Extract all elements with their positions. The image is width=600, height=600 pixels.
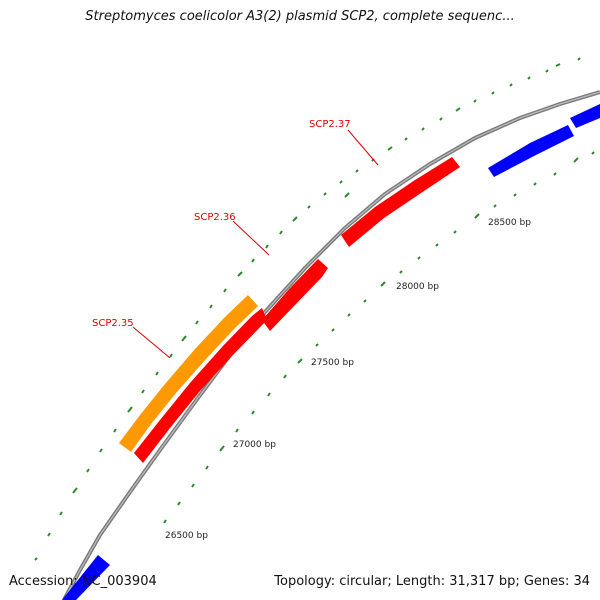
gene-scp2-37[interactable]: [341, 157, 460, 247]
tick-label-27000: 27000 bp: [233, 440, 276, 450]
backbone: [62, 90, 600, 600]
gene-label-scp2-35[interactable]: SCP2.35: [92, 318, 134, 329]
tick-label-28500: 28500 bp: [488, 218, 531, 228]
map-title: Streptomyces coelicolor A3(2) plasmid SC…: [85, 9, 515, 24]
gene-scp2-35[interactable]: [119, 295, 258, 452]
tick-label-28000: 28000 bp: [396, 282, 439, 292]
leader-line-scp2-35: [132, 326, 171, 359]
label-scp2-37-group: SCP2.37: [309, 119, 379, 166]
gene-red-inner-1[interactable]: [134, 308, 267, 463]
gene-label-scp2-37[interactable]: SCP2.37: [309, 119, 351, 130]
label-scp2-35-group: SCP2.35: [92, 318, 171, 359]
tick-label-27500: 27500 bp: [311, 358, 354, 368]
gene-scp2-36[interactable]: [262, 259, 328, 331]
outer-tick-ring: [34, 57, 581, 561]
leader-line-scp2-36: [232, 220, 270, 256]
inner-tick-ring: [163, 151, 595, 524]
tick-label-26500: 26500 bp: [165, 531, 208, 541]
accession-text: Accession: NC_003904: [9, 574, 157, 589]
label-scp2-36-group: SCP2.36: [194, 212, 270, 256]
gene-blue-right-1[interactable]: [488, 125, 574, 177]
summary-text: Topology: circular; Length: 31,317 bp; G…: [274, 574, 590, 589]
gene-blue-right-2[interactable]: [570, 104, 600, 128]
leader-line-scp2-37: [347, 129, 379, 166]
gene-blue-bottom[interactable]: [62, 555, 110, 600]
gene-label-scp2-36[interactable]: SCP2.36: [194, 212, 236, 223]
